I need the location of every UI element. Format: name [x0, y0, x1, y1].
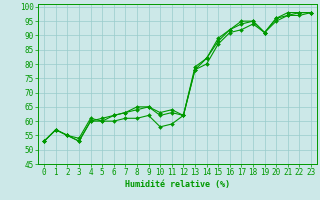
X-axis label: Humidité relative (%): Humidité relative (%)	[125, 180, 230, 189]
